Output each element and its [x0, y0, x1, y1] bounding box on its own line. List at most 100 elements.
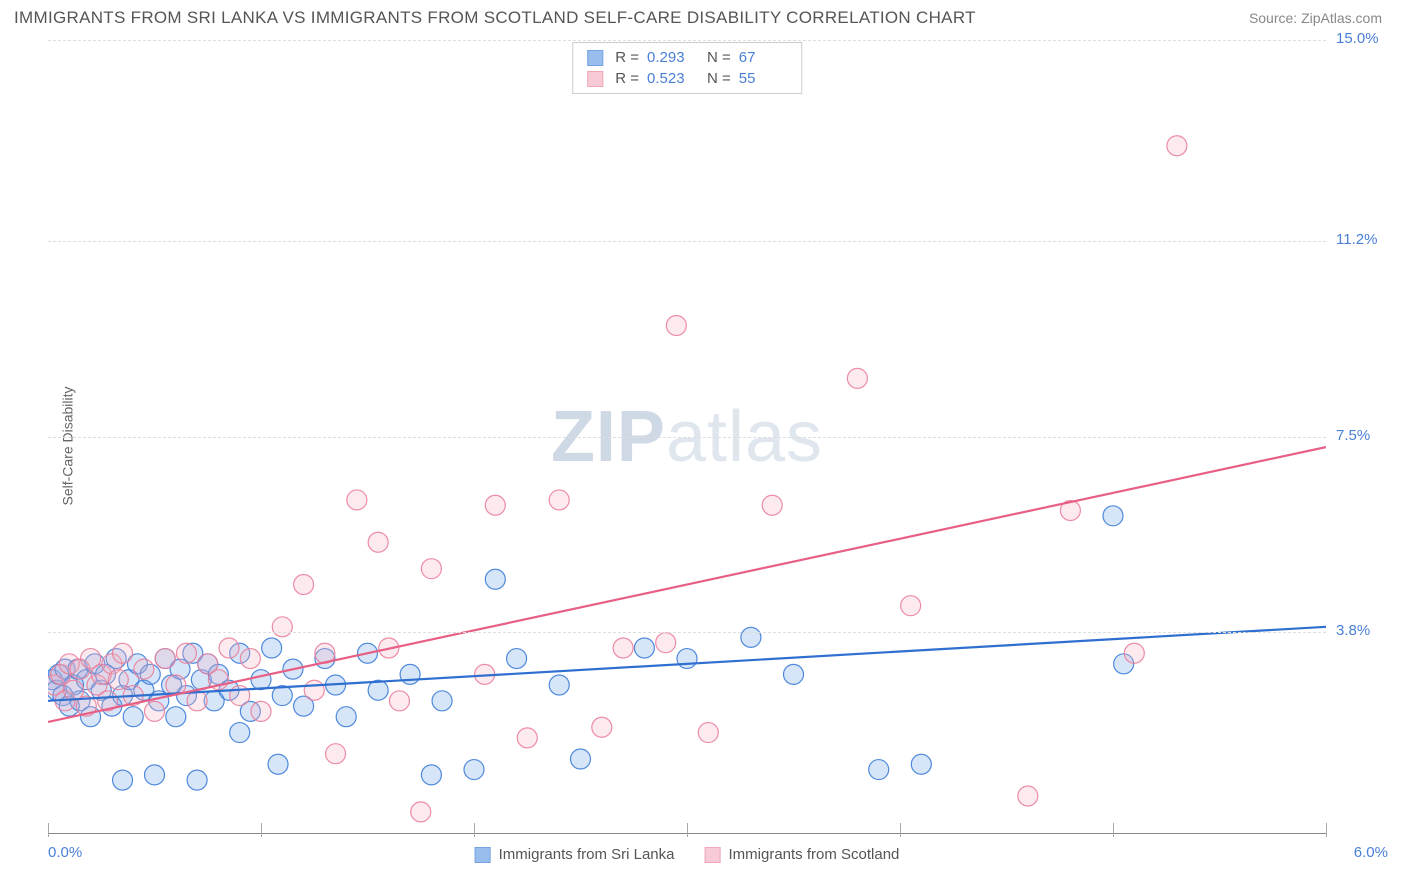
data-point — [389, 691, 409, 711]
data-point — [656, 633, 676, 653]
data-point — [666, 315, 686, 335]
x-tick-mark — [261, 823, 262, 837]
data-point — [400, 664, 420, 684]
data-point — [176, 643, 196, 663]
data-point — [698, 723, 718, 743]
series-legend: Immigrants from Sri Lanka Immigrants from… — [475, 846, 900, 863]
data-point — [485, 495, 505, 515]
stats-r-label: R = — [615, 70, 639, 87]
legend-swatch — [475, 847, 491, 863]
data-point — [123, 707, 143, 727]
stats-swatch — [587, 50, 603, 66]
stats-r-value: 0.293 — [647, 49, 695, 66]
data-point — [368, 532, 388, 552]
gridline — [48, 632, 1326, 633]
data-point — [464, 760, 484, 780]
data-point — [613, 638, 633, 658]
data-point — [1018, 786, 1038, 806]
data-point — [113, 643, 133, 663]
data-point — [230, 723, 250, 743]
data-point — [762, 495, 782, 515]
data-point — [251, 701, 271, 721]
data-point — [251, 670, 271, 690]
data-point — [869, 760, 889, 780]
stats-row: R = 0.523 N = 55 — [573, 68, 801, 89]
trend-line — [48, 447, 1326, 722]
y-tick-label: 15.0% — [1336, 30, 1396, 47]
x-tick-mark — [48, 823, 49, 837]
data-point — [634, 638, 654, 658]
data-point — [166, 707, 186, 727]
source-attribution: Source: ZipAtlas.com — [1249, 10, 1382, 26]
y-tick-label: 7.5% — [1336, 427, 1396, 444]
data-point — [294, 575, 314, 595]
x-tick-mark — [687, 823, 688, 837]
gridline — [48, 437, 1326, 438]
stats-r-label: R = — [615, 49, 639, 66]
data-point — [411, 802, 431, 822]
stats-legend-box: R = 0.293 N = 67 R = 0.523 N = 55 — [572, 42, 802, 94]
stats-n-label: N = — [707, 49, 731, 66]
legend-swatch — [705, 847, 721, 863]
x-tick-mark — [474, 823, 475, 837]
stats-n-label: N = — [707, 70, 731, 87]
data-point — [262, 638, 282, 658]
data-point — [485, 569, 505, 589]
data-point — [847, 368, 867, 388]
data-point — [187, 691, 207, 711]
x-axis-end-label: 6.0% — [1354, 844, 1388, 861]
data-point — [1103, 506, 1123, 526]
data-point — [134, 659, 154, 679]
gridline — [48, 40, 1326, 41]
data-point — [268, 754, 288, 774]
data-point — [741, 627, 761, 647]
chart-plot-area: ZIPatlas R =0.293N =67R =0.523N =55 0.0%… — [48, 40, 1326, 834]
data-point — [911, 754, 931, 774]
data-point — [326, 744, 346, 764]
x-tick-mark — [1326, 823, 1327, 837]
data-point — [145, 701, 165, 721]
data-point — [592, 717, 612, 737]
data-point — [421, 559, 441, 579]
x-tick-mark — [900, 823, 901, 837]
legend-item: Immigrants from Scotland — [705, 846, 900, 863]
legend-item: Immigrants from Sri Lanka — [475, 846, 675, 863]
data-point — [304, 680, 324, 700]
source-label: Source: — [1249, 10, 1301, 26]
data-point — [571, 749, 591, 769]
data-point — [432, 691, 452, 711]
source-value: ZipAtlas.com — [1301, 10, 1382, 26]
data-point — [145, 765, 165, 785]
data-point — [368, 680, 388, 700]
legend-label: Immigrants from Scotland — [729, 846, 900, 863]
data-point — [272, 617, 292, 637]
y-tick-label: 11.2% — [1336, 231, 1396, 248]
data-point — [421, 765, 441, 785]
y-tick-label: 3.8% — [1336, 622, 1396, 639]
gridline — [48, 241, 1326, 242]
data-point — [108, 670, 128, 690]
data-point — [113, 770, 133, 790]
data-point — [677, 649, 697, 669]
data-point — [347, 490, 367, 510]
stats-n-value: 67 — [739, 49, 787, 66]
data-point — [155, 649, 175, 669]
data-point — [517, 728, 537, 748]
data-point — [507, 649, 527, 669]
data-point — [901, 596, 921, 616]
data-point — [784, 664, 804, 684]
data-point — [240, 649, 260, 669]
x-tick-mark — [1113, 823, 1114, 837]
stats-r-value: 0.523 — [647, 70, 695, 87]
data-point — [219, 638, 239, 658]
data-point — [336, 707, 356, 727]
data-point — [1167, 136, 1187, 156]
stats-n-value: 55 — [739, 70, 787, 87]
stats-swatch — [587, 71, 603, 87]
stats-row: R = 0.293 N = 67 — [573, 47, 801, 68]
data-point — [187, 770, 207, 790]
data-point — [1124, 643, 1144, 663]
chart-title: IMMIGRANTS FROM SRI LANKA VS IMMIGRANTS … — [14, 8, 976, 28]
data-point — [549, 490, 569, 510]
data-point — [549, 675, 569, 695]
